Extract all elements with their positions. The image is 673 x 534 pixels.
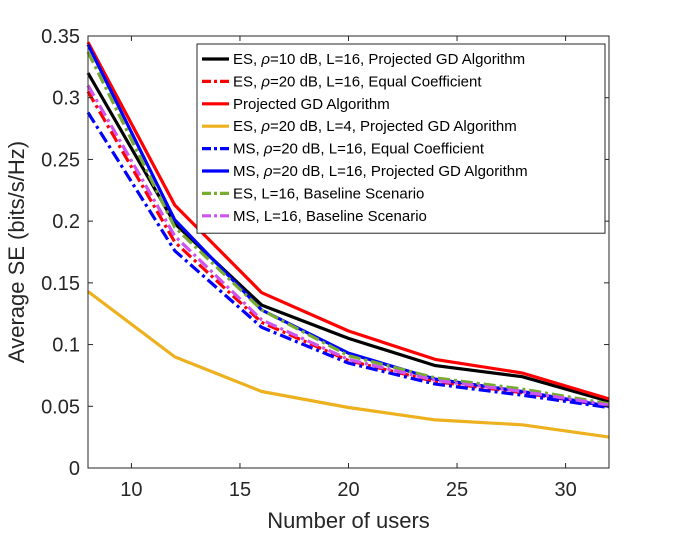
y-tick-label: 0.25 xyxy=(41,149,80,171)
legend-label-8: MS, L=16, Baseline Scenario xyxy=(233,208,427,225)
x-tick-label: 15 xyxy=(229,479,251,501)
y-tick-label: 0 xyxy=(69,458,80,480)
series-line-5 xyxy=(86,111,610,410)
x-axis-title: Number of users xyxy=(267,508,430,533)
y-axis-title: Average SE (bits/s/Hz) xyxy=(4,141,29,363)
legend-label-3: Projected GD Algorithm xyxy=(233,96,390,113)
legend: ES, ρ=10 dB, L=16, Projected GD Algorith… xyxy=(196,43,606,234)
series-line-4 xyxy=(87,290,610,439)
legend-box xyxy=(196,43,606,234)
legend-label-2: ES, ρ=20 dB, L=16, Equal Coefficient xyxy=(233,73,482,90)
series-layer xyxy=(86,41,610,439)
series-line-6 xyxy=(86,43,610,408)
series-line-1 xyxy=(86,72,610,403)
y-tick-label: 0.05 xyxy=(41,396,80,418)
legend-label-7: ES, L=16, Baseline Scenario xyxy=(233,185,424,202)
series-line-7 xyxy=(86,51,610,406)
series-line-3 xyxy=(86,41,610,401)
legend-label-6: MS, ρ=20 dB, L=16, Projected GD Algorith… xyxy=(233,163,528,180)
legend-label-1: ES, ρ=10 dB, L=16, Projected GD Algorith… xyxy=(233,51,525,68)
y-tick-label: 0.35 xyxy=(41,26,80,48)
legend-label-5: MS, ρ=20 dB, L=16, Equal Coefficient xyxy=(233,141,485,158)
y-tick-label: 0.1 xyxy=(52,335,80,357)
axes-layer: 0 0.05 0.1 0.15 0.2 0.25 0.3 0.35 10 15 20 25 30 xyxy=(41,26,610,501)
y-tick-label: 0.15 xyxy=(41,273,80,295)
x-tick-label: 25 xyxy=(446,479,468,501)
legend-label-4: ES, ρ=20 dB, L=4, Projected GD Algorithm xyxy=(233,118,517,135)
y-tick-label: 0.3 xyxy=(52,88,80,110)
x-tick-label: 30 xyxy=(554,479,576,501)
x-tick-label: 10 xyxy=(120,479,142,501)
y-tick-label: 0.2 xyxy=(52,211,80,233)
x-tick-label: 20 xyxy=(337,479,359,501)
